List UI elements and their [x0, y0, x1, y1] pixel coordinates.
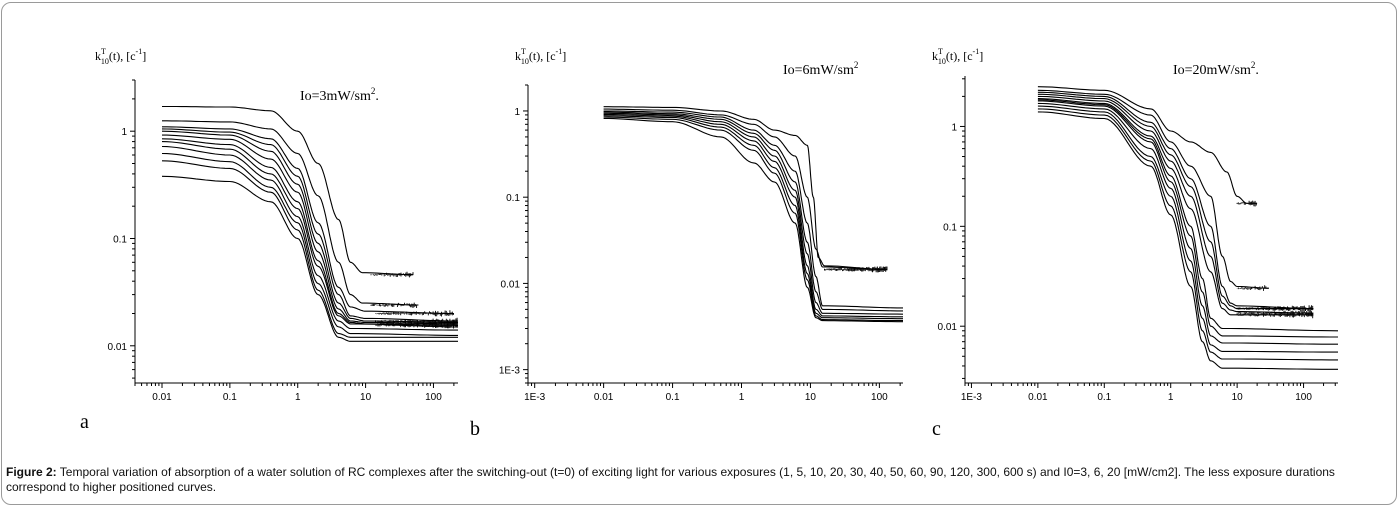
series-curve-c: [1037, 93, 1314, 310]
x-tick-label: 1E-3: [961, 392, 983, 403]
series-noise-a: [370, 302, 419, 308]
series-curve-a: [161, 152, 458, 336]
series-curve-a: [161, 175, 458, 342]
x-tick-label: 0.01: [1028, 392, 1048, 403]
panel-letter-b: b: [470, 418, 480, 440]
series-curve-a: [161, 160, 458, 338]
series-curve-a: [162, 126, 454, 315]
caption-text: Temporal variation of absorption of a wa…: [6, 465, 1335, 494]
y-tick-label: 1: [121, 127, 127, 138]
y-axis-label: kT 10(t), [c-1]: [515, 47, 566, 66]
series-curve-b: [603, 117, 903, 323]
x-tick-label: 100: [425, 392, 442, 403]
y-axis-label: kT 10(t), [c-1]: [932, 47, 983, 66]
x-tick-label: 0.1: [223, 392, 237, 403]
series-curve-a: [161, 128, 459, 322]
series-curve-b: [603, 115, 903, 320]
y-tick-label: 1: [951, 122, 957, 133]
series-curve-b: [603, 111, 903, 312]
intensity-annotation: Io=6mW/sm2: [783, 60, 858, 78]
series-curve-a: [162, 120, 419, 306]
series-curve-c: [1037, 98, 1314, 316]
y-tick-label: 1E-3: [499, 366, 521, 377]
series-noise-a: [370, 271, 414, 278]
series-noise-b: [824, 266, 888, 273]
series-curve-c: [1037, 95, 1314, 314]
y-tick-label: 1: [514, 107, 520, 118]
series-curve-b: [603, 116, 903, 322]
x-tick-label: 1: [739, 392, 745, 403]
y-tick-label: 0.1: [113, 234, 127, 245]
series-curve-b: [603, 110, 903, 309]
caption-label: Figure 2:: [6, 465, 57, 479]
series-curve-c: [1037, 89, 1269, 289]
series-curve-a: [162, 134, 458, 325]
series-noise-c: [1236, 305, 1314, 312]
series-curve-c: [1037, 108, 1338, 361]
x-tick-label: 1: [295, 392, 301, 403]
series-curve-c: [1037, 99, 1339, 332]
x-tick-label: 0.01: [594, 392, 614, 403]
x-tick-label: 100: [1295, 392, 1312, 403]
x-tick-label: 100: [871, 392, 888, 403]
panel-letter-c: c: [932, 418, 941, 440]
series-noise-c: [1236, 312, 1314, 319]
y-tick-label: 0.1: [943, 222, 957, 233]
series-curve-a: [162, 105, 414, 276]
intensity-annotation: Io=3mW/sm2.: [300, 86, 379, 104]
series-curve-a: [161, 141, 458, 328]
x-tick-label: 10: [805, 392, 817, 403]
x-tick-label: 10: [1232, 392, 1244, 403]
x-tick-label: 10: [360, 392, 372, 403]
series-curve-c: [1037, 100, 1338, 338]
y-axis-label: kT 10(t), [c-1]: [95, 47, 146, 66]
series-curve-a: [161, 145, 458, 331]
series-curve-b: [603, 112, 904, 315]
intensity-annotation: Io=20mW/sm2.: [1173, 60, 1259, 78]
series-curve-c: [1037, 91, 1314, 310]
series-curve-b: [603, 108, 888, 271]
y-tick-label: 0.01: [108, 342, 128, 353]
y-tick-label: 0.1: [506, 193, 520, 204]
x-tick-label: 0.1: [1097, 392, 1111, 403]
series-curve-c: [1037, 105, 1338, 353]
series-curve-c: [1037, 111, 1338, 370]
series-curve-a: [161, 130, 459, 324]
y-tick-label: 0.01: [938, 322, 958, 333]
series-noise-c: [1236, 310, 1314, 317]
figure-caption: Figure 2: Temporal variation of absorpti…: [6, 465, 1396, 495]
series-noise-a: [375, 310, 454, 317]
series-curve-b: [603, 113, 903, 318]
y-tick-label: 0.01: [501, 279, 521, 290]
x-tick-label: 0.01: [152, 392, 172, 403]
series-noise-c: [1236, 200, 1257, 207]
series-curve-c: [1037, 86, 1258, 204]
x-tick-label: 1E-3: [524, 392, 546, 403]
x-tick-label: 1: [1168, 392, 1174, 403]
series-noise-c: [1236, 285, 1269, 291]
series-curve-c: [1037, 102, 1338, 345]
series-curve-b: [603, 106, 888, 271]
x-tick-label: 0.1: [666, 392, 680, 403]
panel-letter-a: a: [80, 411, 89, 433]
